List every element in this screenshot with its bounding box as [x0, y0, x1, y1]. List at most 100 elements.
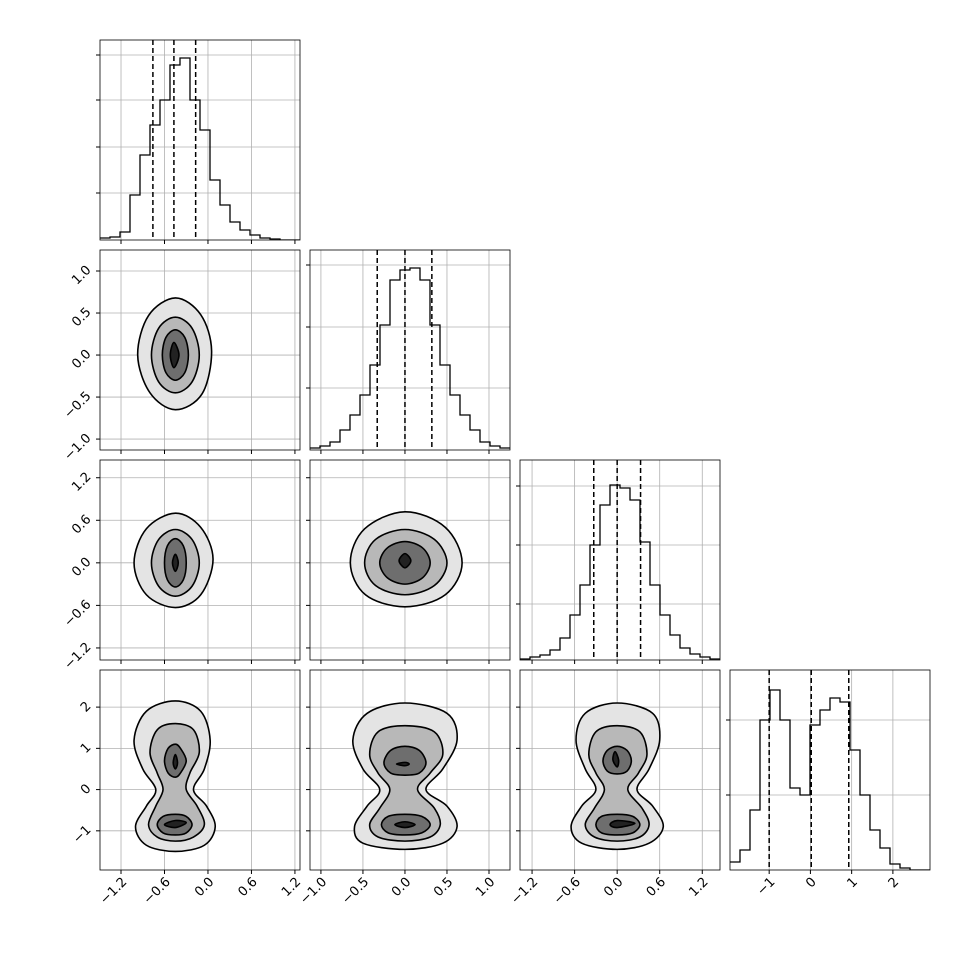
panel: −1.2 −0.6 0.0 0.6 1.2 — [62, 459, 301, 673]
hist-bar — [780, 720, 790, 870]
x-tick-label: 0 — [803, 875, 819, 891]
y-tick-label: 0.0 — [69, 347, 94, 372]
hist-outline — [730, 689, 930, 870]
panel — [516, 459, 721, 664]
hist-bar — [860, 795, 870, 870]
x-tick-label: 1.2 — [686, 875, 711, 900]
plot-area — [100, 40, 300, 240]
contour — [612, 750, 620, 768]
x-tick-label: 0.0 — [389, 875, 414, 900]
hist-bar — [180, 58, 190, 240]
x-tick-label: 2 — [886, 875, 902, 891]
y-tick-label: 1.2 — [69, 470, 94, 495]
hist-bar — [890, 864, 900, 870]
hist-bar — [560, 638, 570, 660]
panel: −1.2 −0.6 0.0 0.6 1.2 — [508, 669, 721, 908]
y-tick-label: 1.0 — [69, 263, 94, 288]
hist-bar — [790, 788, 800, 870]
hist-bar — [660, 615, 670, 660]
hist-outline — [310, 267, 510, 449]
hist-bar — [240, 230, 250, 240]
panel-frame — [729, 669, 931, 871]
hist-bar — [650, 585, 660, 660]
hist-bar — [460, 415, 470, 450]
x-tick-label: 0.6 — [236, 875, 261, 900]
plot-area — [349, 510, 463, 608]
hist-bar — [540, 655, 550, 660]
plot-area — [133, 700, 217, 853]
plot-area — [133, 512, 214, 609]
panel — [306, 249, 511, 454]
plot-area — [570, 702, 665, 851]
panel-frame — [99, 39, 301, 241]
panel-frame — [309, 669, 511, 871]
hist-bar — [550, 650, 560, 660]
hist-bar — [820, 710, 830, 870]
y-tick-label: 0.5 — [69, 305, 94, 330]
contour — [163, 819, 188, 829]
hist-bar — [580, 585, 590, 660]
hist-bar — [230, 222, 240, 240]
plot-area — [730, 670, 930, 870]
panel-frame — [309, 459, 511, 661]
hist-bar — [670, 635, 680, 660]
y-tick-label: 0.6 — [69, 512, 94, 537]
x-tick-label: 0.6 — [644, 875, 669, 900]
hist-bar — [450, 395, 460, 450]
hist-bar — [170, 65, 180, 240]
y-tick-label: 0 — [78, 781, 94, 797]
x-tick-label: 0.5 — [431, 875, 456, 900]
y-tick-label: 0.0 — [69, 555, 94, 580]
x-tick-label: −0.6 — [141, 875, 174, 908]
contour — [584, 724, 650, 842]
hist-bar — [850, 750, 860, 870]
hist-bar — [680, 648, 690, 660]
plot-area — [310, 250, 510, 450]
plot-area — [520, 460, 720, 660]
hist-bar — [480, 442, 490, 450]
hist-bar — [880, 848, 890, 870]
hist-outline — [100, 57, 300, 240]
hist-bar — [600, 505, 610, 660]
x-tick-label: −0.5 — [339, 875, 372, 908]
y-tick-label: −1.0 — [62, 431, 95, 464]
hist-bar — [800, 795, 810, 870]
y-tick-label: −1.2 — [62, 640, 95, 673]
x-tick-label: −1.2 — [97, 875, 130, 908]
hist-bar — [220, 205, 230, 240]
contour — [394, 820, 416, 829]
hist-bar — [690, 654, 700, 660]
hist-bar — [770, 690, 780, 870]
hist-bar — [410, 268, 420, 450]
hist-bar — [420, 280, 430, 450]
panel-frame — [519, 459, 721, 661]
panel: −1.0 −0.5 0.0 0.5 1.0 — [297, 669, 511, 908]
hist-bar — [120, 232, 130, 240]
hist-bar — [150, 125, 160, 240]
hist-bar — [470, 430, 480, 450]
contour — [395, 761, 410, 767]
x-tick-label: −0.6 — [551, 875, 584, 908]
hist-bar — [330, 442, 340, 450]
hist-bar — [340, 430, 350, 450]
x-tick-label: 1 — [844, 875, 860, 891]
hist-bar — [210, 180, 220, 240]
hist-bar — [200, 130, 210, 240]
hist-bar — [610, 485, 620, 660]
hist-bar — [140, 155, 150, 240]
hist-bar — [730, 862, 740, 870]
x-tick-label: 0.0 — [601, 875, 626, 900]
y-tick-label: −0.5 — [62, 389, 95, 422]
hist-bar — [370, 365, 380, 450]
x-tick-label: −1 — [754, 875, 778, 899]
contour — [383, 745, 427, 776]
hist-bar — [130, 195, 140, 240]
panel: −1 0 1 2 — [726, 669, 931, 899]
panel: −1.0 −0.5 0.0 0.5 1.0 — [62, 249, 301, 464]
contour — [609, 819, 636, 829]
hist-bar — [440, 365, 450, 450]
hist-bar — [380, 325, 390, 450]
